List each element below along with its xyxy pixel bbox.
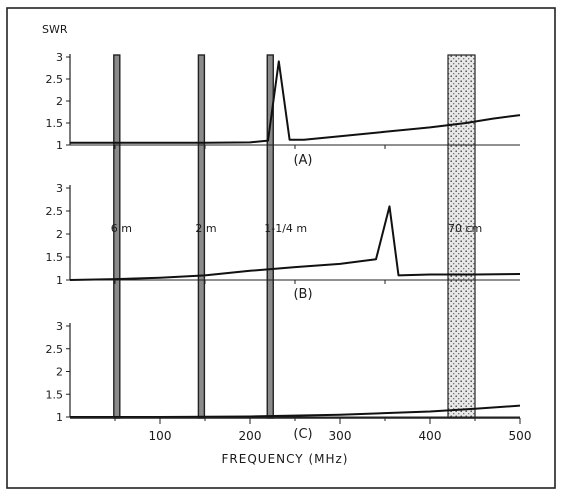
panel-label: (A): [293, 153, 312, 168]
panel-label: (C): [293, 427, 312, 442]
x-tick-label: 200: [239, 429, 262, 443]
band-label: 2 m: [195, 222, 216, 235]
y-tick-label: 3: [56, 320, 63, 333]
swr-series-line: [69, 205, 521, 281]
band-bar: [113, 54, 121, 419]
y-tick-label: 2: [56, 95, 63, 108]
y-tick-label: 2.5: [46, 205, 64, 218]
band-label: 70 cm: [448, 222, 482, 235]
y-tick-label: 1: [56, 411, 63, 424]
band-bar: [197, 54, 206, 419]
y-tick-label: 2.5: [46, 73, 64, 86]
y-tick-label: 3: [56, 182, 63, 195]
x-axis-label: FREQUENCY (MHz): [222, 452, 349, 466]
x-tick-label: 300: [329, 429, 352, 443]
y-tick-label: 3: [56, 51, 63, 64]
band-bar: [447, 54, 476, 419]
x-tick-label: 500: [509, 429, 532, 443]
y-tick-label: 1.5: [46, 117, 64, 130]
swr-series-line: [70, 404, 521, 418]
band-label: 1-1/4 m: [264, 222, 307, 235]
y-tick-label: 1: [56, 139, 63, 152]
y-tick-label: 1.5: [46, 388, 64, 401]
y-tick-label: 2.5: [46, 343, 64, 356]
y-axis-label: SWR: [42, 23, 68, 36]
y-tick-label: 2: [56, 228, 63, 241]
x-tick-label: 100: [149, 429, 172, 443]
band-label: 6 m: [111, 222, 132, 235]
panel-label: (B): [293, 287, 312, 302]
y-tick-label: 1: [56, 274, 63, 287]
y-tick-label: 2: [56, 366, 63, 379]
y-tick-label: 1.5: [46, 251, 64, 264]
swr-series-line: [70, 60, 521, 144]
x-tick-label: 400: [419, 429, 442, 443]
